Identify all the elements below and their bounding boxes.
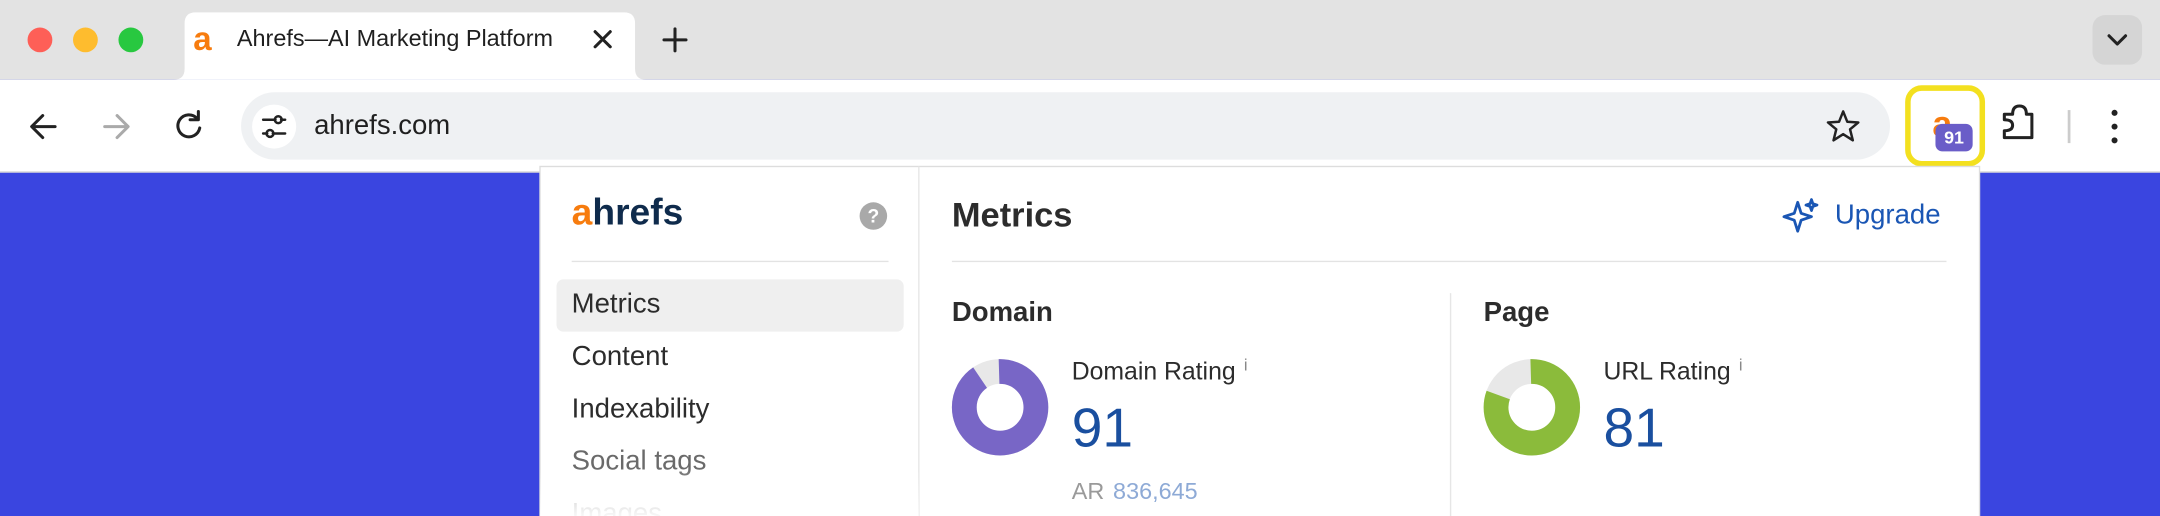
site-info[interactable] xyxy=(252,104,297,149)
forward-button[interactable] xyxy=(103,114,130,140)
metric-value: 91 xyxy=(1072,397,1133,459)
bookmark-star[interactable] xyxy=(1826,110,1860,142)
ar-value[interactable]: 836,645 xyxy=(1113,478,1198,504)
domain-card: Domain Domain Rating i 91 xyxy=(951,296,1248,459)
url-text: ahrefs.com xyxy=(314,109,450,140)
extensions-button[interactable] xyxy=(2002,104,2034,140)
card-title: Page xyxy=(1484,296,1550,327)
upgrade-icon xyxy=(1782,198,1819,233)
help-icon: ? xyxy=(867,207,879,228)
logo-accent: a xyxy=(572,190,593,232)
nav-item[interactable]: Indexability xyxy=(572,392,710,423)
tab-close[interactable] xyxy=(593,30,612,49)
address-bar[interactable] xyxy=(241,92,1891,160)
tab-favicon: a xyxy=(193,21,212,58)
donut-arc xyxy=(951,359,1049,456)
site-info-knob xyxy=(265,128,275,139)
back-button[interactable] xyxy=(30,114,57,140)
section-title: Metrics xyxy=(952,197,1073,235)
menu-dot[interactable] xyxy=(2111,109,2118,116)
tab-title: Ahrefs—AI Marketing Platform xyxy=(237,25,553,51)
popup-panel xyxy=(539,165,1981,516)
page-card: Page URL Rating i 81 xyxy=(1484,296,1743,459)
ar-label: AR xyxy=(1072,478,1105,504)
nav-item[interactable]: Content xyxy=(572,340,669,371)
tab-search[interactable] xyxy=(2092,15,2143,65)
tab-search-icon xyxy=(2107,34,2128,46)
close-window[interactable] xyxy=(27,27,53,53)
metric-value: 81 xyxy=(1603,397,1664,459)
menu-dot[interactable] xyxy=(2111,123,2118,130)
site-info-icon xyxy=(261,118,287,135)
sidebar-fade xyxy=(540,467,919,516)
card-title: Domain xyxy=(952,296,1053,327)
site-info-knob xyxy=(273,115,283,125)
minimize-window[interactable] xyxy=(73,27,98,53)
extension-badge-text: 91 xyxy=(1944,128,1964,148)
extension-badge xyxy=(1935,123,1973,152)
menu-dot[interactable] xyxy=(2111,137,2118,144)
active-tab[interactable] xyxy=(173,12,647,80)
nav-selected xyxy=(556,279,904,332)
help-button[interactable] xyxy=(859,202,888,230)
nav-item[interactable]: Metrics xyxy=(572,288,661,319)
extension-popup: ahrefs ? MetricsContentIndexabilitySocia… xyxy=(539,165,1981,516)
logo-rest: hrefs xyxy=(592,190,683,232)
metric-label: Domain Rating xyxy=(1072,358,1236,385)
info-icon[interactable]: i xyxy=(1739,355,1743,374)
metric-label: URL Rating xyxy=(1603,358,1730,385)
extension-highlight xyxy=(1905,85,1986,167)
new-tab[interactable] xyxy=(662,27,688,53)
upgrade-link[interactable]: Upgrade xyxy=(1835,198,1941,229)
reload-button[interactable] xyxy=(176,109,202,139)
info-icon[interactable]: i xyxy=(1244,355,1248,374)
logo: ahrefs xyxy=(572,190,684,232)
maximize-window[interactable] xyxy=(118,27,144,53)
donut-arc xyxy=(1483,359,1581,456)
